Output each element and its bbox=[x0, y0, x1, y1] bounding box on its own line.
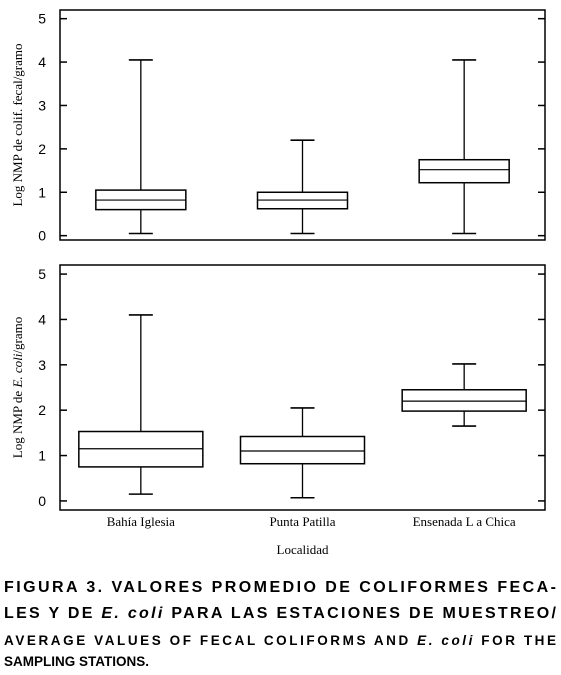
box bbox=[401, 389, 527, 412]
caption-part: AVERAGE VALUES OF FECAL COLIFORMS AND bbox=[4, 633, 415, 648]
plot-frame bbox=[59, 264, 546, 511]
y-tick-label: 5 bbox=[38, 11, 46, 27]
y-tick-label: 0 bbox=[38, 493, 46, 509]
caption-line: SAMPLING STATIONS. bbox=[4, 654, 149, 669]
x-axis-label: Localidad bbox=[277, 542, 329, 557]
caption-part: E. coli bbox=[417, 633, 472, 648]
y-tick-label: 0 bbox=[38, 228, 46, 244]
caption-part: LES Y DE bbox=[4, 605, 99, 622]
y-tick-label: 4 bbox=[38, 54, 46, 70]
x-tick-label: Bahía Iglesia bbox=[107, 514, 175, 529]
caption-part: E. coli bbox=[101, 605, 162, 622]
caption-line: LES Y DE E. coli PARA LAS ESTACIONES DE … bbox=[4, 605, 557, 622]
y-tick-label: 2 bbox=[38, 402, 46, 418]
y-tick-label: 5 bbox=[38, 266, 46, 282]
x-tick-label: Punta Patilla bbox=[269, 514, 335, 529]
y-tick-label: 2 bbox=[38, 141, 46, 157]
caption-line: AVERAGE VALUES OF FECAL COLIFORMS AND E.… bbox=[4, 633, 556, 648]
caption-line: FIGURA 3. VALORES PROMEDIO DE COLIFORMES… bbox=[4, 579, 556, 596]
caption-part: PARA LAS ESTACIONES DE MUESTREO/ bbox=[165, 605, 557, 622]
y-tick-label: 3 bbox=[38, 357, 46, 373]
y-axis-label: Log NMP de E. coli/gramo bbox=[10, 317, 25, 458]
y-label-part: Log NMP de bbox=[10, 388, 25, 459]
y-tick-label: 3 bbox=[38, 97, 46, 113]
y-label-part: E. coli bbox=[10, 353, 25, 388]
caption-part: FIGURA 3. VALORES PROMEDIO DE COLIFORMES… bbox=[4, 579, 556, 596]
caption-part: FOR THE bbox=[475, 633, 556, 648]
y-label-part: Log NMP de colif. fecal/gramo bbox=[10, 43, 25, 206]
box bbox=[239, 435, 366, 465]
caption-part: SAMPLING STATIONS. bbox=[4, 654, 149, 669]
y-label-part: /gramo bbox=[10, 317, 25, 354]
y-tick-label: 4 bbox=[38, 311, 46, 327]
plot-frame bbox=[59, 9, 546, 241]
y-axis-label: Log NMP de colif. fecal/gramo bbox=[10, 43, 25, 206]
y-tick-label: 1 bbox=[38, 184, 46, 200]
x-tick-label: Ensenada L a Chica bbox=[413, 514, 516, 529]
y-tick-label: 1 bbox=[38, 448, 46, 464]
box bbox=[418, 158, 510, 184]
